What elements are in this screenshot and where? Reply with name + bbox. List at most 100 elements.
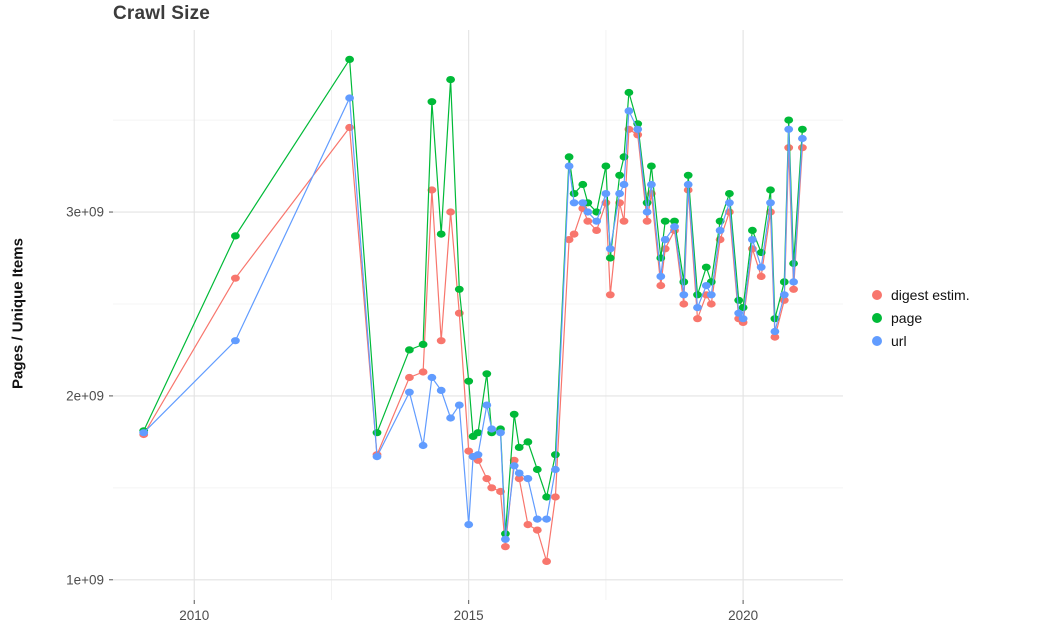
data-point: [779, 291, 789, 299]
data-point: [693, 304, 702, 312]
data-point: [482, 401, 492, 409]
data-point: [231, 274, 240, 282]
data-point: [660, 236, 670, 244]
data-point: [583, 217, 593, 225]
data-point: [427, 186, 437, 194]
data-point: [679, 291, 689, 299]
data-point: [532, 526, 542, 534]
x-tick-label: 2010: [179, 608, 209, 623]
legend-item-digest-estim-: digest estim.: [872, 287, 970, 303]
data-point: [583, 208, 593, 216]
data-point: [345, 55, 354, 64]
data-point: [473, 429, 483, 437]
data-point: [784, 125, 794, 133]
data-point: [501, 543, 510, 551]
data-point: [615, 190, 624, 198]
legend-key-dot: [872, 290, 882, 300]
data-point: [509, 456, 519, 464]
data-point: [615, 171, 624, 179]
data-point: [427, 98, 437, 106]
data-point: [514, 443, 524, 451]
data-point: [701, 282, 711, 290]
series-line: [143, 95, 803, 540]
data-point: [578, 199, 588, 207]
data-point: [679, 300, 689, 308]
data-point: [647, 162, 656, 170]
data-point: [693, 315, 702, 323]
legend-item-url: url: [872, 333, 970, 349]
x-tick-label: 2020: [728, 608, 758, 623]
data-point: [564, 236, 574, 244]
data-point: [345, 94, 354, 102]
data-point: [725, 199, 734, 207]
data-point: [564, 162, 574, 170]
data-point: [656, 272, 666, 280]
data-point: [798, 134, 807, 143]
series-url: [139, 94, 807, 543]
data-point: [532, 515, 542, 523]
data-point: [633, 131, 643, 139]
data-point: [619, 153, 629, 161]
data-point: [738, 315, 748, 323]
data-point: [446, 208, 455, 216]
data-point: [418, 441, 428, 450]
legend-label: url: [891, 333, 907, 349]
data-point: [734, 296, 744, 304]
legend: digest estim. page url: [872, 287, 970, 349]
data-point: [605, 291, 615, 299]
data-point: [418, 368, 428, 376]
series-digest-estim-: [139, 123, 807, 566]
series-page: [139, 55, 807, 538]
data-point: [372, 429, 382, 437]
legend-label: page: [891, 310, 923, 326]
data-point: [509, 462, 519, 470]
data-point: [454, 285, 464, 293]
data-point: [372, 453, 382, 461]
data-point: [770, 333, 780, 341]
data-point: [619, 180, 629, 189]
data-point: [578, 180, 588, 189]
data-point: [660, 245, 670, 253]
data-point: [482, 370, 492, 378]
data-point: [542, 557, 551, 566]
data-point: [789, 285, 798, 293]
data-point: [633, 125, 643, 133]
data-point: [464, 521, 474, 529]
data-point: [514, 469, 524, 477]
data-point: [551, 465, 560, 474]
data-point: [592, 217, 601, 225]
data-point: [454, 401, 464, 409]
data-point: [496, 429, 505, 437]
series-line: [143, 125, 803, 562]
data-point: [656, 282, 666, 290]
data-point: [738, 304, 748, 312]
data-point: [446, 76, 455, 84]
data-point: [798, 125, 807, 133]
data-point: [482, 475, 492, 483]
data-point: [592, 226, 601, 234]
x-tick-label: 2015: [454, 608, 484, 623]
data-point: [715, 226, 725, 234]
data-point: [701, 263, 711, 271]
data-point: [427, 373, 437, 382]
data-point: [670, 217, 679, 225]
data-point: [748, 236, 757, 244]
data-point: [436, 337, 446, 345]
data-point: [487, 425, 497, 433]
data-point: [756, 272, 766, 280]
data-point: [601, 162, 611, 170]
legend-key-dot: [872, 336, 882, 346]
data-point: [642, 199, 652, 207]
data-point: [436, 386, 446, 394]
data-point: [693, 291, 702, 299]
data-point: [464, 447, 474, 455]
data-point: [523, 521, 533, 529]
data-point: [139, 429, 149, 437]
data-point: [683, 180, 693, 189]
data-point: [789, 278, 798, 286]
data-point: [487, 484, 497, 492]
data-point: [706, 300, 716, 308]
data-point: [542, 493, 551, 501]
data-point: [345, 123, 354, 132]
